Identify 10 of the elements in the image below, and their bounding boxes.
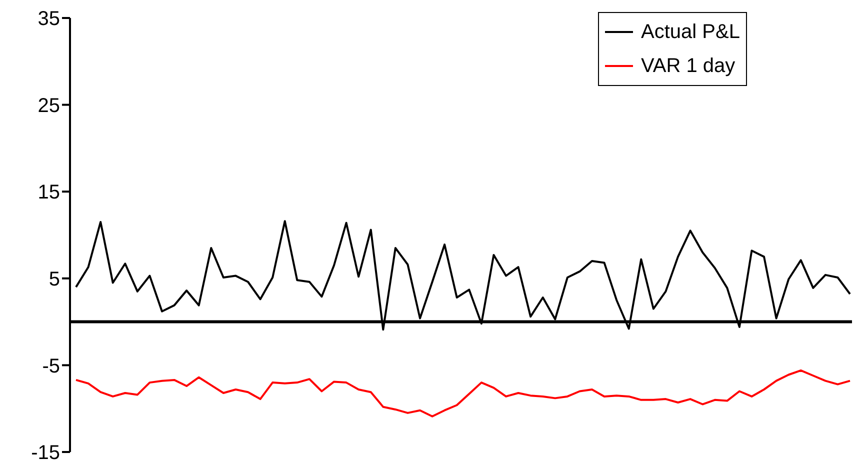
line-series [75,220,851,331]
legend-label: Actual P&L [641,20,740,44]
line-series [75,369,851,418]
y-tick-label: 5 [48,268,60,290]
legend-label: VAR 1 day [641,54,736,78]
y-tick-label: 25 [38,94,60,117]
y-tick-label: -5 [42,355,60,378]
y-tick-label: 35 [38,8,60,30]
y-tick-label: -15 [31,442,60,464]
y-tick-label: 15 [38,182,60,204]
